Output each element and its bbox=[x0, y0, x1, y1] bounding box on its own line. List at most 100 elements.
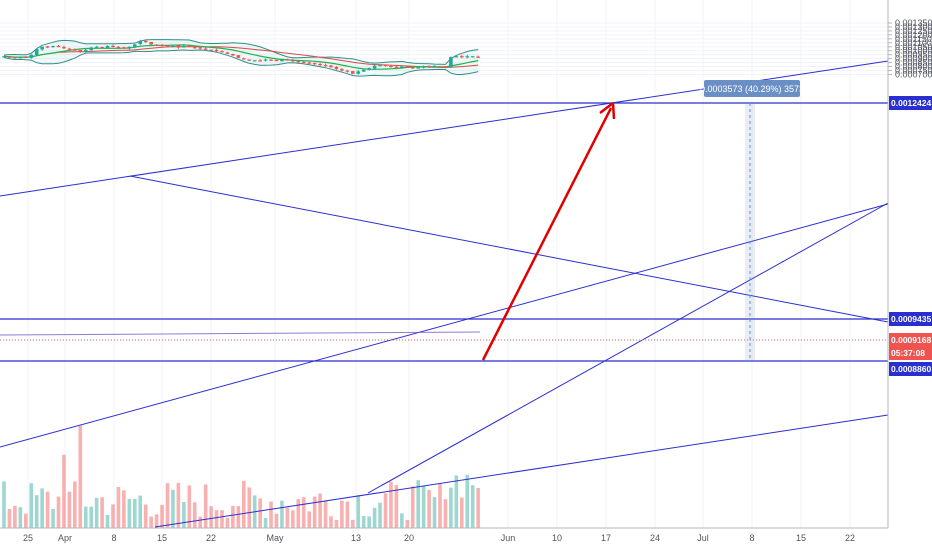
volume-bar bbox=[465, 474, 470, 528]
moving-average-fast bbox=[3, 44, 479, 70]
price-tag-countdown-box bbox=[889, 346, 932, 360]
volume-bar bbox=[345, 501, 350, 528]
price-axis bbox=[888, 0, 932, 550]
volume-bar bbox=[143, 504, 148, 528]
candle-body bbox=[40, 46, 44, 50]
candle-body bbox=[351, 71, 355, 74]
price-tag-level-1-text: 0.0012424 bbox=[891, 98, 931, 108]
candle-body bbox=[465, 56, 470, 58]
candle-body bbox=[394, 66, 399, 68]
candle-body bbox=[285, 59, 290, 61]
volume-bar bbox=[187, 485, 192, 528]
bollinger-lower-band bbox=[3, 49, 479, 77]
candle-body bbox=[329, 65, 333, 68]
volume-bar bbox=[105, 515, 110, 528]
candle-body bbox=[89, 47, 93, 51]
candle-body bbox=[122, 47, 126, 49]
trendline-ascending-support bbox=[367, 202, 889, 494]
candle-body bbox=[356, 71, 361, 74]
volume-bar bbox=[280, 500, 284, 528]
candlesticks bbox=[2, 39, 480, 75]
time-axis-label: 20 bbox=[404, 533, 414, 543]
volume-bar bbox=[291, 510, 295, 528]
volume-bar bbox=[367, 516, 371, 528]
candle-body bbox=[34, 49, 39, 56]
price-axis-label: 0.0007000 bbox=[895, 69, 932, 79]
projection-arrow-head bbox=[599, 102, 616, 120]
candle-body bbox=[176, 45, 181, 48]
volume-bar bbox=[171, 489, 175, 528]
candle-body bbox=[2, 56, 6, 58]
volume-bar bbox=[34, 495, 39, 528]
price-tag-level-1: 0.0012424 bbox=[889, 96, 932, 110]
candle-body bbox=[56, 45, 61, 48]
candle-body bbox=[182, 45, 186, 48]
time-axis-label: 22 bbox=[845, 533, 855, 543]
candle-body bbox=[209, 49, 213, 51]
time-axis-label: 10 bbox=[552, 533, 562, 543]
candle-body bbox=[236, 55, 241, 58]
volume-bar bbox=[400, 513, 404, 528]
volume-bar bbox=[432, 497, 437, 528]
volume-bar bbox=[307, 511, 311, 528]
candle-body bbox=[143, 40, 148, 43]
candle-body bbox=[18, 57, 23, 59]
price-tag-current-box bbox=[889, 333, 932, 347]
volume-bar bbox=[127, 498, 132, 528]
candle-body bbox=[67, 48, 72, 50]
candle-body bbox=[171, 45, 175, 48]
volume-bar bbox=[356, 495, 361, 528]
measure-label-box bbox=[704, 80, 800, 97]
candle-body bbox=[432, 65, 437, 67]
volume-bar bbox=[198, 516, 202, 528]
time-axis-label: 24 bbox=[650, 533, 660, 543]
candle-body bbox=[460, 56, 464, 58]
volume-bar bbox=[40, 488, 44, 528]
candle-body bbox=[449, 57, 453, 68]
volume-bar bbox=[242, 480, 246, 528]
volume-bar bbox=[323, 500, 328, 528]
volume-bar bbox=[427, 489, 431, 528]
candle-body bbox=[160, 44, 164, 47]
volume-bar bbox=[312, 496, 317, 528]
volume-bar bbox=[405, 519, 410, 528]
volume-bar bbox=[231, 505, 235, 528]
candle-body bbox=[225, 52, 230, 54]
time-axis-label: Jul bbox=[697, 533, 709, 543]
candle-body bbox=[51, 45, 55, 48]
candle-body bbox=[29, 54, 34, 58]
volume-bar bbox=[83, 506, 88, 528]
volume-bar bbox=[138, 495, 143, 528]
candle-body bbox=[94, 46, 99, 48]
price-tag-countdown: 05:37:08 bbox=[889, 346, 932, 360]
price-tag-level-3-box bbox=[889, 362, 932, 376]
volume-bar bbox=[67, 491, 72, 528]
volume-bar bbox=[285, 507, 290, 528]
candle-body bbox=[100, 47, 104, 49]
price-tag-current: 0.0009168 bbox=[889, 333, 932, 347]
time-axis-label: 25 bbox=[23, 533, 33, 543]
volume-bar bbox=[192, 502, 197, 528]
volume-bar bbox=[372, 507, 377, 528]
price-tag-level-2-text: 0.0009435 bbox=[891, 314, 931, 324]
volume-bar bbox=[214, 510, 219, 528]
volume-bar bbox=[258, 498, 262, 528]
candle-body bbox=[165, 45, 170, 47]
candle-body bbox=[78, 50, 83, 52]
candle-body bbox=[45, 46, 50, 48]
volume-bar bbox=[476, 488, 480, 528]
candle-body bbox=[438, 66, 442, 68]
bollinger-upper-band bbox=[3, 39, 479, 65]
candle-body bbox=[252, 60, 257, 62]
volume-bar bbox=[318, 493, 322, 528]
candle-body bbox=[334, 66, 339, 69]
time-axis-label: 13 bbox=[351, 533, 361, 543]
volume-bar bbox=[51, 508, 55, 528]
projection-arrow-shaft bbox=[481, 107, 613, 361]
volume-bar bbox=[56, 496, 61, 528]
